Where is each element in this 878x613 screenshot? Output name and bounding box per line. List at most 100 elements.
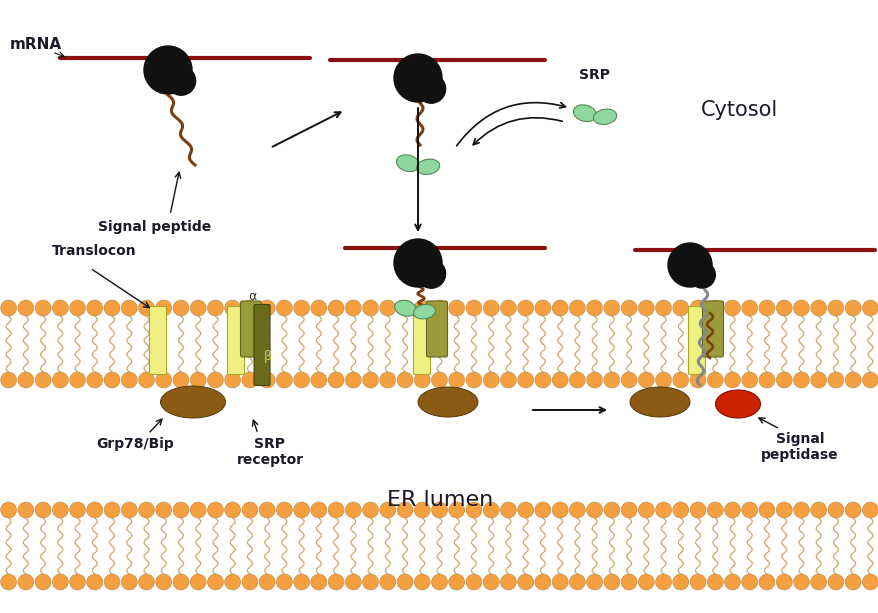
- Circle shape: [241, 300, 257, 316]
- Circle shape: [345, 574, 361, 590]
- Text: Signal
peptidase: Signal peptidase: [760, 432, 838, 462]
- Circle shape: [259, 300, 275, 316]
- Circle shape: [688, 262, 715, 288]
- Circle shape: [569, 574, 585, 590]
- Ellipse shape: [572, 105, 596, 121]
- Circle shape: [259, 574, 275, 590]
- Text: Signal peptide: Signal peptide: [98, 220, 212, 234]
- Circle shape: [707, 300, 723, 316]
- Circle shape: [311, 502, 327, 518]
- Circle shape: [362, 574, 378, 590]
- Circle shape: [167, 66, 196, 95]
- Circle shape: [637, 300, 653, 316]
- Circle shape: [551, 372, 567, 388]
- Circle shape: [327, 300, 343, 316]
- Circle shape: [190, 574, 206, 590]
- Circle shape: [311, 372, 327, 388]
- Circle shape: [775, 502, 791, 518]
- Circle shape: [69, 574, 85, 590]
- Circle shape: [551, 574, 567, 590]
- Circle shape: [1, 574, 17, 590]
- Circle shape: [327, 372, 343, 388]
- Circle shape: [311, 574, 327, 590]
- Circle shape: [689, 372, 705, 388]
- Circle shape: [707, 574, 723, 590]
- Circle shape: [551, 502, 567, 518]
- Circle shape: [53, 300, 68, 316]
- Text: SRP: SRP: [579, 68, 610, 82]
- Circle shape: [327, 502, 343, 518]
- Circle shape: [431, 574, 447, 590]
- FancyBboxPatch shape: [241, 301, 261, 357]
- Ellipse shape: [418, 387, 478, 417]
- Circle shape: [397, 300, 413, 316]
- Circle shape: [775, 300, 791, 316]
- Circle shape: [241, 502, 257, 518]
- Circle shape: [483, 300, 499, 316]
- Circle shape: [827, 574, 843, 590]
- Circle shape: [844, 372, 860, 388]
- Circle shape: [465, 574, 481, 590]
- Text: SRP
receptor: SRP receptor: [236, 437, 303, 467]
- Circle shape: [207, 502, 223, 518]
- Circle shape: [259, 502, 275, 518]
- Circle shape: [53, 574, 68, 590]
- Circle shape: [844, 502, 860, 518]
- Circle shape: [414, 574, 429, 590]
- Circle shape: [414, 372, 429, 388]
- Circle shape: [758, 300, 774, 316]
- Circle shape: [121, 574, 137, 590]
- Circle shape: [293, 372, 309, 388]
- Circle shape: [603, 372, 619, 388]
- Circle shape: [483, 372, 499, 388]
- Circle shape: [87, 300, 103, 316]
- Circle shape: [345, 372, 361, 388]
- Circle shape: [144, 46, 191, 94]
- Circle shape: [241, 372, 257, 388]
- Circle shape: [861, 502, 877, 518]
- Circle shape: [483, 502, 499, 518]
- Circle shape: [844, 300, 860, 316]
- Circle shape: [69, 372, 85, 388]
- Circle shape: [190, 300, 206, 316]
- FancyBboxPatch shape: [413, 306, 430, 375]
- Circle shape: [139, 372, 155, 388]
- Circle shape: [173, 574, 189, 590]
- Circle shape: [655, 300, 671, 316]
- Circle shape: [35, 574, 51, 590]
- Circle shape: [121, 502, 137, 518]
- Circle shape: [35, 300, 51, 316]
- Circle shape: [551, 300, 567, 316]
- Circle shape: [431, 300, 447, 316]
- Text: ER lumen: ER lumen: [386, 490, 493, 510]
- Circle shape: [586, 502, 602, 518]
- Circle shape: [155, 300, 171, 316]
- Circle shape: [293, 502, 309, 518]
- Circle shape: [517, 574, 533, 590]
- Circle shape: [810, 502, 825, 518]
- Circle shape: [689, 502, 705, 518]
- Circle shape: [345, 300, 361, 316]
- Circle shape: [139, 574, 155, 590]
- Circle shape: [379, 300, 395, 316]
- Circle shape: [225, 574, 241, 590]
- Circle shape: [672, 372, 688, 388]
- Text: Cytosol: Cytosol: [701, 100, 778, 120]
- Circle shape: [397, 574, 413, 590]
- Ellipse shape: [394, 300, 416, 316]
- Circle shape: [535, 574, 551, 590]
- Circle shape: [655, 372, 671, 388]
- Circle shape: [500, 300, 516, 316]
- Circle shape: [535, 300, 551, 316]
- Circle shape: [793, 300, 809, 316]
- Circle shape: [18, 574, 34, 590]
- Circle shape: [121, 300, 137, 316]
- Circle shape: [723, 574, 739, 590]
- Circle shape: [87, 502, 103, 518]
- Circle shape: [104, 300, 120, 316]
- Circle shape: [276, 502, 292, 518]
- Circle shape: [741, 502, 757, 518]
- Circle shape: [621, 574, 637, 590]
- Circle shape: [861, 372, 877, 388]
- Circle shape: [379, 372, 395, 388]
